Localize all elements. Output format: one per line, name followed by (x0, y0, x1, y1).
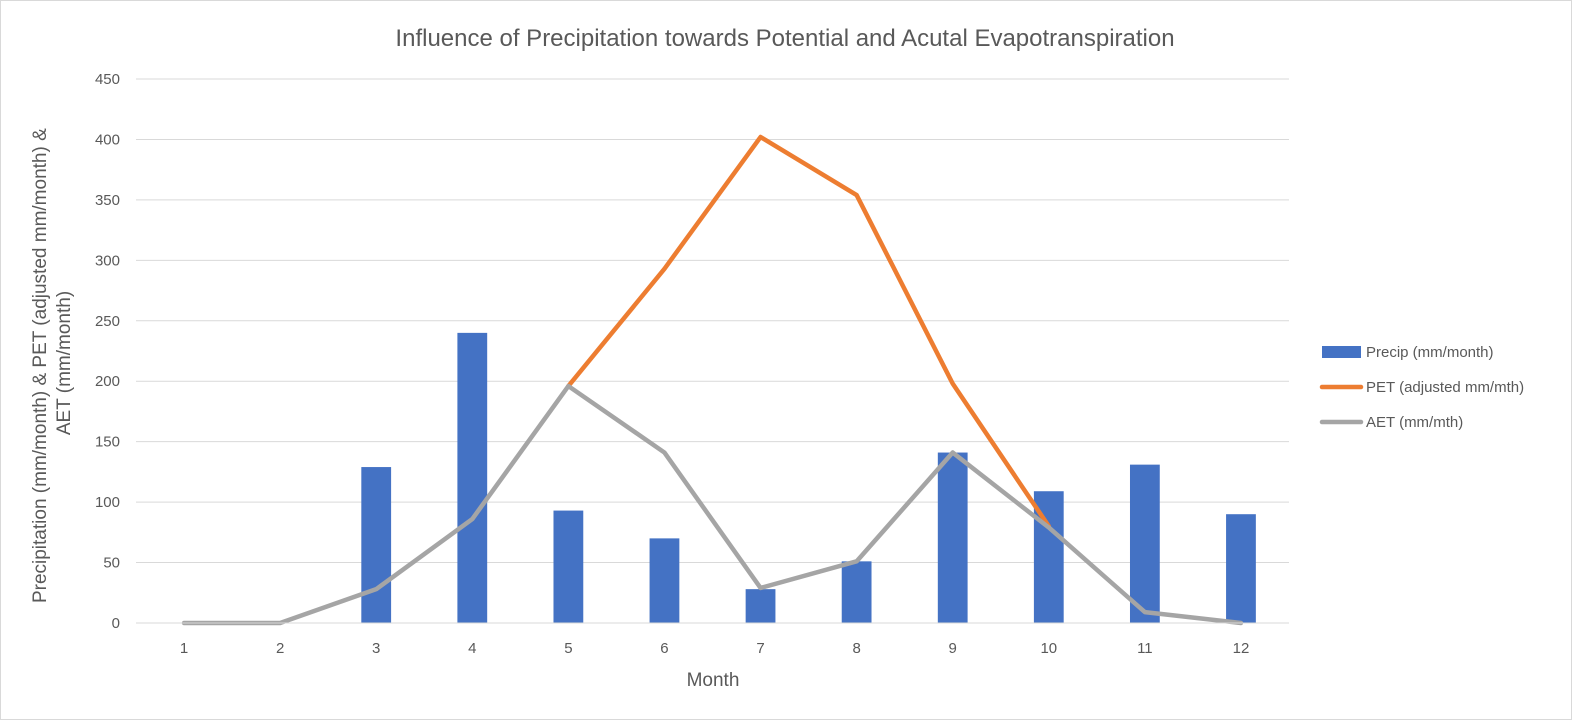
x-tick-label: 4 (468, 640, 476, 657)
x-tick-label: 11 (1137, 640, 1153, 657)
y-tick-label: 300 (95, 252, 120, 269)
x-tick-label: 3 (372, 640, 380, 657)
aet-line (181, 383, 1244, 626)
x-tick-label: 5 (564, 640, 572, 657)
x-tick-label: 9 (949, 640, 957, 657)
y-tick-label: 350 (95, 192, 120, 209)
precip-bar (649, 538, 680, 623)
x-axis-title: Month (687, 670, 740, 691)
y-tick-label: 50 (103, 555, 120, 572)
y-axis-ticks: 0 50 100 150 200 250 300 350 400 450 (95, 71, 120, 632)
x-tick-label: 1 (180, 640, 188, 657)
x-tick-label: 6 (660, 640, 668, 657)
y-axis-title-line-2: AET (mm/month) (54, 291, 75, 435)
y-tick-label: 400 (95, 131, 120, 148)
precip-bar (745, 589, 776, 623)
y-tick-label: 100 (95, 494, 120, 511)
precip-bars (361, 332, 1256, 623)
precip-bar (937, 452, 968, 623)
y-tick-label: 450 (95, 71, 120, 88)
x-tick-label: 10 (1040, 640, 1057, 657)
aet-legend-label: AET (mm/mth) (1366, 414, 1463, 431)
y-tick-label: 200 (95, 373, 120, 390)
pet-legend-label: PET (adjusted mm/mth) (1366, 379, 1524, 396)
precip-bar (841, 561, 872, 623)
precip-bar (1129, 464, 1160, 623)
x-tick-label: 7 (756, 640, 764, 657)
precip-bar (361, 467, 392, 623)
precip-bar (553, 510, 584, 623)
y-tick-label: 150 (95, 434, 120, 451)
x-tick-label: 2 (276, 640, 284, 657)
legend: Precip (mm/month) PET (adjusted mm/mth) AE… (1319, 344, 1524, 431)
y-tick-label: 0 (112, 615, 120, 632)
y-axis-title-line-1: Precipitation (mm/month) & PET (adjusted… (30, 128, 51, 603)
x-tick-label: 12 (1233, 640, 1250, 657)
precip-bar (457, 332, 488, 623)
gridlines (136, 78, 1289, 564)
y-axis-title: Precipitation (mm/month) & PET (adjusted… (30, 123, 75, 603)
chart-title: Influence of Precipitation towards Poten… (395, 25, 1174, 52)
x-tick-label: 8 (852, 640, 860, 657)
precip-legend-swatch (1322, 346, 1361, 358)
precip-legend-label: Precip (mm/month) (1366, 344, 1494, 361)
precip-bar (1226, 514, 1256, 623)
series-lines (181, 134, 1244, 626)
x-axis-ticks: 1 2 3 4 5 6 7 8 9 10 11 12 (180, 640, 1249, 657)
pet-line (566, 134, 1052, 529)
y-tick-label: 250 (95, 313, 120, 330)
